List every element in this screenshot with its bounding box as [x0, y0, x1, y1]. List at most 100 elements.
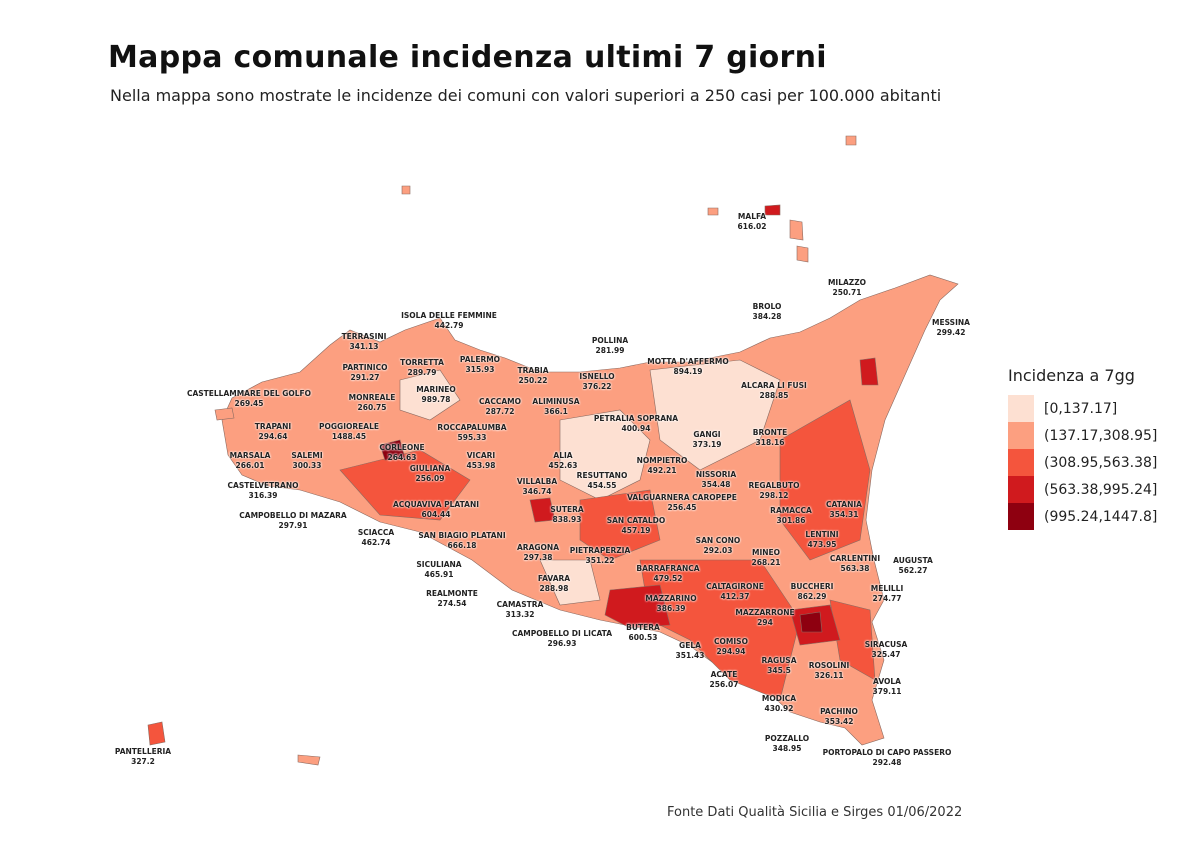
- municipality-name: ISNELLO: [579, 372, 615, 381]
- municipality-label: CASTELVETRANO 316.39: [228, 481, 299, 501]
- municipality-value: 345.5: [767, 666, 791, 675]
- municipality-name: CACCAMO: [479, 397, 521, 406]
- municipality-value: 354.31: [829, 510, 859, 519]
- municipality-value: 473.95: [807, 540, 837, 549]
- municipality-name: VALGUARNERA CAROPEPE: [627, 493, 737, 502]
- municipality-value: 595.33: [457, 433, 487, 442]
- municipality-label: PANTELLERIA 327.2: [115, 747, 171, 767]
- region-vhigh-buccheri: [799, 611, 823, 633]
- municipality-label: CACCAMO 287.72: [479, 397, 521, 417]
- municipality-label: PALERMO 315.93: [460, 355, 500, 375]
- municipality-label: BRONTE 318.16: [753, 428, 787, 448]
- municipality-name: SAN CATALDO: [606, 516, 666, 525]
- municipality-name: PANTELLERIA: [114, 747, 172, 756]
- municipality-value: 351.22: [585, 556, 615, 565]
- island-stromboli: [845, 135, 857, 146]
- legend-label: [0,137.17]: [1044, 400, 1118, 417]
- municipality-value: 479.52: [653, 574, 683, 583]
- municipality-name: SAN BIAGIO PLATANI: [418, 531, 506, 540]
- municipality-value: 294.64: [258, 432, 288, 441]
- municipality-value: 268.21: [751, 558, 781, 567]
- municipality-value: 292.48: [872, 758, 902, 767]
- municipality-label: ALIMINUSA 366.1: [532, 397, 579, 417]
- municipality-label: MOTTA D'AFFERMO 894.19: [647, 357, 728, 377]
- municipality-label: MINEO 268.21: [752, 548, 781, 568]
- legend-swatch: [1008, 395, 1034, 422]
- municipality-label: BARRAFRANCA 479.52: [636, 564, 699, 584]
- region-low-north: [649, 359, 781, 471]
- municipality-label: RESUTTANO 454.55: [577, 471, 628, 491]
- municipality-label: TORRETTA 289.79: [400, 358, 444, 378]
- legend-label: (137.17,308.95]: [1044, 427, 1158, 444]
- municipality-label: TERRASINI 341.13: [342, 332, 387, 352]
- municipality-name: ACQUAVIVA PLATANI: [392, 500, 480, 509]
- municipality-label: FAVARA 288.98: [538, 574, 570, 594]
- municipality-label: CALTAGIRONE 412.37: [706, 582, 764, 602]
- municipality-value: 289.79: [407, 368, 437, 377]
- municipality-value: 297.91: [278, 521, 308, 530]
- municipality-name: LENTINI: [805, 530, 839, 539]
- legend-item: (137.17,308.95]: [1008, 422, 1157, 449]
- municipality-value: 430.92: [764, 704, 794, 713]
- data-source: Fonte Dati Qualità Sicilia e Sirges 01/0…: [667, 805, 963, 820]
- municipality-name: CASTELLAMMARE DEL GOLFO: [186, 389, 312, 398]
- legend-swatch: [1008, 503, 1034, 530]
- municipality-name: PALERMO: [459, 355, 501, 364]
- municipality-value: 373.19: [692, 440, 722, 449]
- island-egadi: [214, 407, 235, 421]
- municipality-value: 269.45: [234, 399, 264, 408]
- municipality-label: TRABIA 250.22: [517, 366, 548, 386]
- municipality-value: 492.21: [647, 466, 677, 475]
- municipality-value: 453.98: [466, 461, 496, 470]
- municipality-label: SUTERA 838.93: [550, 505, 583, 525]
- municipality-label: PORTOPALO DI CAPO PASSERO 292.48: [823, 748, 952, 768]
- region-low-west: [399, 369, 461, 421]
- municipality-name: PIETRAPERZIA: [569, 546, 631, 555]
- municipality-label: MESSINA 299.42: [932, 318, 970, 338]
- legend-label: (563.38,995.24]: [1044, 481, 1158, 498]
- municipality-label: MAZZARRONE 294: [735, 608, 794, 628]
- municipality-label: ISOLA DELLE FEMMINE 442.79: [401, 311, 497, 331]
- municipality-label: MILAZZO 250.71: [828, 278, 866, 298]
- municipality-value: 292.03: [703, 546, 733, 555]
- municipality-name: PACHINO: [820, 707, 858, 716]
- island-salina: [764, 204, 781, 216]
- municipality-name: PARTINICO: [342, 363, 388, 372]
- municipality-value: 600.53: [628, 633, 658, 642]
- municipality-value: 379.11: [872, 687, 902, 696]
- municipality-value: 281.99: [595, 346, 625, 355]
- municipality-label: VILLALBA 346.74: [517, 477, 557, 497]
- municipality-name: CORLEONE: [379, 443, 425, 452]
- legend-swatch: [1008, 422, 1034, 449]
- municipality-name: ROCCAPALUMBA: [437, 423, 507, 432]
- municipality-label: PARTINICO 291.27: [343, 363, 388, 383]
- municipality-name: SUTERA: [550, 505, 584, 514]
- municipality-name: SALEMI: [291, 451, 323, 460]
- map-subtitle: Nella mappa sono mostrate le incidenze d…: [110, 86, 942, 105]
- municipality-name: CAMPOBELLO DI MAZARA: [239, 511, 347, 520]
- municipality-name: AVOLA: [873, 677, 901, 686]
- region-high-butera: [604, 584, 671, 629]
- municipality-label: SCIACCA 462.74: [358, 528, 394, 548]
- municipality-value: 266.01: [235, 461, 265, 470]
- municipality-name: MAZZARINO: [645, 594, 697, 603]
- municipality-value: 260.75: [357, 403, 387, 412]
- municipality-value: 376.22: [582, 382, 612, 391]
- municipality-label: SALEMI 300.33: [291, 451, 322, 471]
- municipality-name: MELILLI: [870, 584, 904, 593]
- municipality-label: MALFA 616.02: [738, 212, 767, 232]
- municipality-value: 315.93: [465, 365, 495, 374]
- municipality-value: 563.38: [840, 564, 870, 573]
- municipality-label: MARINEO 989.78: [416, 385, 456, 405]
- municipality-name: POLLINA: [591, 336, 629, 345]
- municipality-value: 989.78: [421, 395, 451, 404]
- municipality-name: CASTELVETRANO: [227, 481, 299, 490]
- municipality-name: VICARI: [466, 451, 496, 460]
- municipality-name: GIULIANA: [409, 464, 451, 473]
- municipality-name: CAMASTRA: [496, 600, 544, 609]
- municipality-label: SIRACUSA 325.47: [865, 640, 908, 660]
- municipality-value: 412.37: [720, 592, 750, 601]
- municipality-label: SICULIANA 465.91: [416, 560, 461, 580]
- municipality-value: 300.33: [292, 461, 322, 470]
- island-pantelleria: [147, 721, 166, 746]
